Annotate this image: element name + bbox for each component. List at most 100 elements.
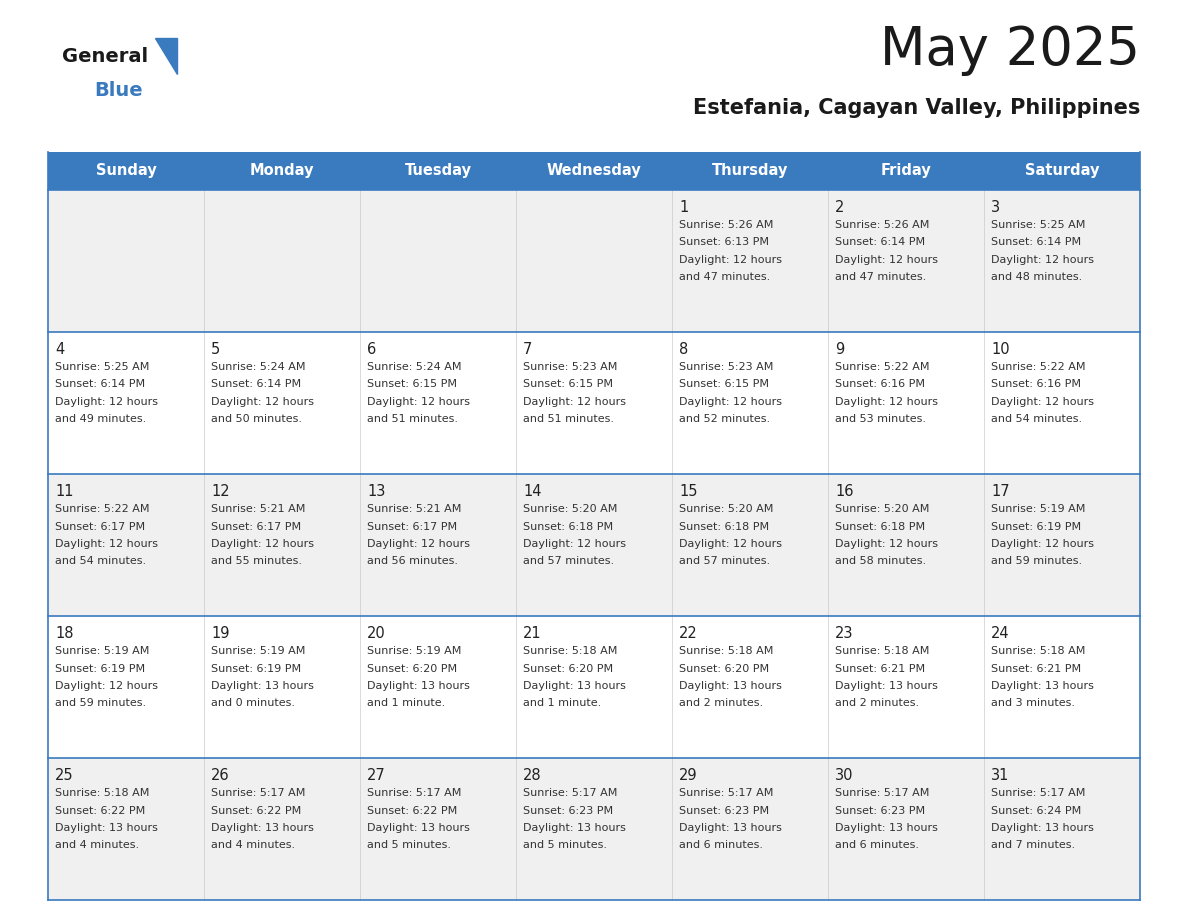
Text: and 2 minutes.: and 2 minutes. <box>835 699 920 709</box>
Text: 4: 4 <box>55 342 64 357</box>
Text: and 53 minutes.: and 53 minutes. <box>835 415 925 424</box>
Text: Daylight: 12 hours: Daylight: 12 hours <box>523 539 626 549</box>
Text: 8: 8 <box>680 342 688 357</box>
Text: and 7 minutes.: and 7 minutes. <box>991 841 1075 850</box>
Bar <box>48 758 1140 900</box>
Text: Sunset: 6:14 PM: Sunset: 6:14 PM <box>211 379 301 389</box>
Text: May 2025: May 2025 <box>880 24 1140 76</box>
Text: and 6 minutes.: and 6 minutes. <box>835 841 920 850</box>
Text: Sunset: 6:20 PM: Sunset: 6:20 PM <box>680 664 769 674</box>
Text: Sunrise: 5:18 AM: Sunrise: 5:18 AM <box>523 646 618 656</box>
Text: Sunrise: 5:20 AM: Sunrise: 5:20 AM <box>680 504 773 514</box>
Text: Sunset: 6:14 PM: Sunset: 6:14 PM <box>991 238 1081 248</box>
Text: Sunrise: 5:19 AM: Sunrise: 5:19 AM <box>211 646 305 656</box>
Text: Daylight: 13 hours: Daylight: 13 hours <box>367 681 470 691</box>
Text: Sunrise: 5:19 AM: Sunrise: 5:19 AM <box>55 646 150 656</box>
Text: and 4 minutes.: and 4 minutes. <box>211 841 295 850</box>
Text: Sunday: Sunday <box>95 163 157 178</box>
Text: Sunset: 6:21 PM: Sunset: 6:21 PM <box>835 664 925 674</box>
Text: Estefania, Cagayan Valley, Philippines: Estefania, Cagayan Valley, Philippines <box>693 98 1140 118</box>
Text: Sunset: 6:18 PM: Sunset: 6:18 PM <box>835 521 925 532</box>
Text: Sunset: 6:19 PM: Sunset: 6:19 PM <box>211 664 301 674</box>
Text: Daylight: 12 hours: Daylight: 12 hours <box>367 397 470 407</box>
Text: 14: 14 <box>523 484 542 499</box>
Text: and 0 minutes.: and 0 minutes. <box>211 699 295 709</box>
Bar <box>48 616 1140 758</box>
Text: Sunrise: 5:24 AM: Sunrise: 5:24 AM <box>367 362 461 372</box>
Text: Sunrise: 5:17 AM: Sunrise: 5:17 AM <box>523 788 618 798</box>
Text: Daylight: 13 hours: Daylight: 13 hours <box>523 681 626 691</box>
Text: 12: 12 <box>211 484 229 499</box>
Text: Sunset: 6:23 PM: Sunset: 6:23 PM <box>835 805 925 815</box>
Text: Wednesday: Wednesday <box>546 163 642 178</box>
Text: Sunset: 6:17 PM: Sunset: 6:17 PM <box>367 521 457 532</box>
Text: and 51 minutes.: and 51 minutes. <box>523 415 614 424</box>
Text: Sunrise: 5:17 AM: Sunrise: 5:17 AM <box>367 788 461 798</box>
Text: Sunrise: 5:18 AM: Sunrise: 5:18 AM <box>55 788 150 798</box>
Text: Sunset: 6:20 PM: Sunset: 6:20 PM <box>523 664 613 674</box>
Text: Sunset: 6:15 PM: Sunset: 6:15 PM <box>680 379 769 389</box>
Text: Daylight: 13 hours: Daylight: 13 hours <box>835 681 937 691</box>
Text: Daylight: 12 hours: Daylight: 12 hours <box>211 397 314 407</box>
Text: Daylight: 12 hours: Daylight: 12 hours <box>680 397 782 407</box>
Text: Sunrise: 5:23 AM: Sunrise: 5:23 AM <box>523 362 618 372</box>
Text: 31: 31 <box>991 768 1010 783</box>
Text: Daylight: 12 hours: Daylight: 12 hours <box>55 539 158 549</box>
Text: Sunrise: 5:18 AM: Sunrise: 5:18 AM <box>835 646 929 656</box>
Text: 1: 1 <box>680 200 688 215</box>
Text: 18: 18 <box>55 626 74 641</box>
Text: Sunrise: 5:21 AM: Sunrise: 5:21 AM <box>211 504 305 514</box>
Text: Sunset: 6:22 PM: Sunset: 6:22 PM <box>367 805 457 815</box>
Text: and 6 minutes.: and 6 minutes. <box>680 841 763 850</box>
Text: Sunset: 6:15 PM: Sunset: 6:15 PM <box>523 379 613 389</box>
Text: Daylight: 13 hours: Daylight: 13 hours <box>991 681 1094 691</box>
Text: Daylight: 12 hours: Daylight: 12 hours <box>991 397 1094 407</box>
Text: Sunset: 6:19 PM: Sunset: 6:19 PM <box>55 664 145 674</box>
Text: Sunset: 6:21 PM: Sunset: 6:21 PM <box>991 664 1081 674</box>
Text: Sunset: 6:23 PM: Sunset: 6:23 PM <box>523 805 613 815</box>
Text: Sunset: 6:17 PM: Sunset: 6:17 PM <box>55 521 145 532</box>
Text: Sunrise: 5:17 AM: Sunrise: 5:17 AM <box>211 788 305 798</box>
Text: 21: 21 <box>523 626 542 641</box>
Text: Daylight: 12 hours: Daylight: 12 hours <box>367 539 470 549</box>
Text: and 47 minutes.: and 47 minutes. <box>835 273 927 283</box>
Text: Daylight: 12 hours: Daylight: 12 hours <box>991 539 1094 549</box>
Text: Daylight: 13 hours: Daylight: 13 hours <box>523 823 626 833</box>
Text: 24: 24 <box>991 626 1010 641</box>
Text: Daylight: 12 hours: Daylight: 12 hours <box>680 539 782 549</box>
Text: and 1 minute.: and 1 minute. <box>367 699 446 709</box>
Text: Sunset: 6:17 PM: Sunset: 6:17 PM <box>211 521 301 532</box>
Text: Sunrise: 5:20 AM: Sunrise: 5:20 AM <box>835 504 929 514</box>
Text: Daylight: 12 hours: Daylight: 12 hours <box>55 397 158 407</box>
Text: 30: 30 <box>835 768 853 783</box>
Text: 25: 25 <box>55 768 74 783</box>
Text: 10: 10 <box>991 342 1010 357</box>
Text: Sunset: 6:15 PM: Sunset: 6:15 PM <box>367 379 457 389</box>
Bar <box>48 190 1140 332</box>
Text: 11: 11 <box>55 484 74 499</box>
Text: and 2 minutes.: and 2 minutes. <box>680 699 763 709</box>
Text: Saturday: Saturday <box>1025 163 1099 178</box>
Text: Monday: Monday <box>249 163 315 178</box>
Text: and 48 minutes.: and 48 minutes. <box>991 273 1082 283</box>
Text: Daylight: 12 hours: Daylight: 12 hours <box>835 397 939 407</box>
Text: 7: 7 <box>523 342 532 357</box>
Text: and 51 minutes.: and 51 minutes. <box>367 415 459 424</box>
Text: 17: 17 <box>991 484 1010 499</box>
Text: Thursday: Thursday <box>712 163 788 178</box>
Text: Sunset: 6:14 PM: Sunset: 6:14 PM <box>55 379 145 389</box>
Text: and 55 minutes.: and 55 minutes. <box>211 556 302 566</box>
Text: and 57 minutes.: and 57 minutes. <box>680 556 770 566</box>
Text: 27: 27 <box>367 768 386 783</box>
Text: 3: 3 <box>991 200 1000 215</box>
Text: Daylight: 13 hours: Daylight: 13 hours <box>835 823 937 833</box>
Text: and 54 minutes.: and 54 minutes. <box>55 556 146 566</box>
Text: 2: 2 <box>835 200 845 215</box>
Text: 6: 6 <box>367 342 377 357</box>
Text: Sunrise: 5:20 AM: Sunrise: 5:20 AM <box>523 504 618 514</box>
Text: Sunset: 6:24 PM: Sunset: 6:24 PM <box>991 805 1081 815</box>
Bar <box>48 474 1140 616</box>
Text: Daylight: 13 hours: Daylight: 13 hours <box>211 823 314 833</box>
Text: and 3 minutes.: and 3 minutes. <box>991 699 1075 709</box>
Bar <box>48 152 1140 190</box>
